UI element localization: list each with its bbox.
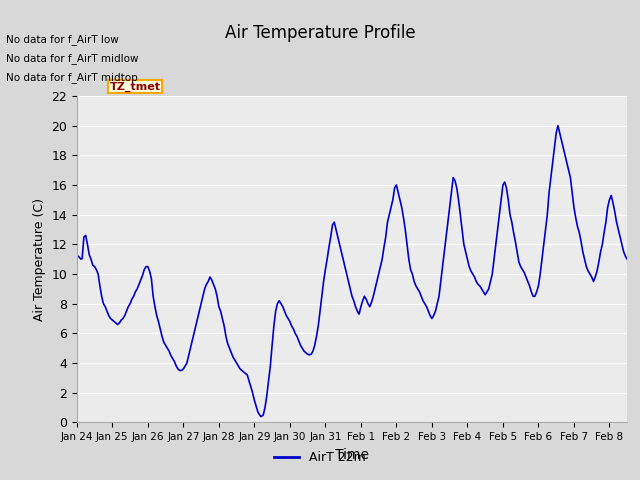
X-axis label: Time: Time	[335, 448, 369, 462]
Legend: AirT 22m: AirT 22m	[269, 446, 371, 469]
Y-axis label: Air Temperature (C): Air Temperature (C)	[33, 198, 45, 321]
Text: Air Temperature Profile: Air Temperature Profile	[225, 24, 415, 42]
Text: No data for f_AirT midtop: No data for f_AirT midtop	[6, 72, 138, 83]
Text: TZ_tmet: TZ_tmet	[110, 82, 161, 92]
Text: No data for f_AirT midlow: No data for f_AirT midlow	[6, 53, 139, 64]
Text: No data for f_AirT low: No data for f_AirT low	[6, 34, 119, 45]
